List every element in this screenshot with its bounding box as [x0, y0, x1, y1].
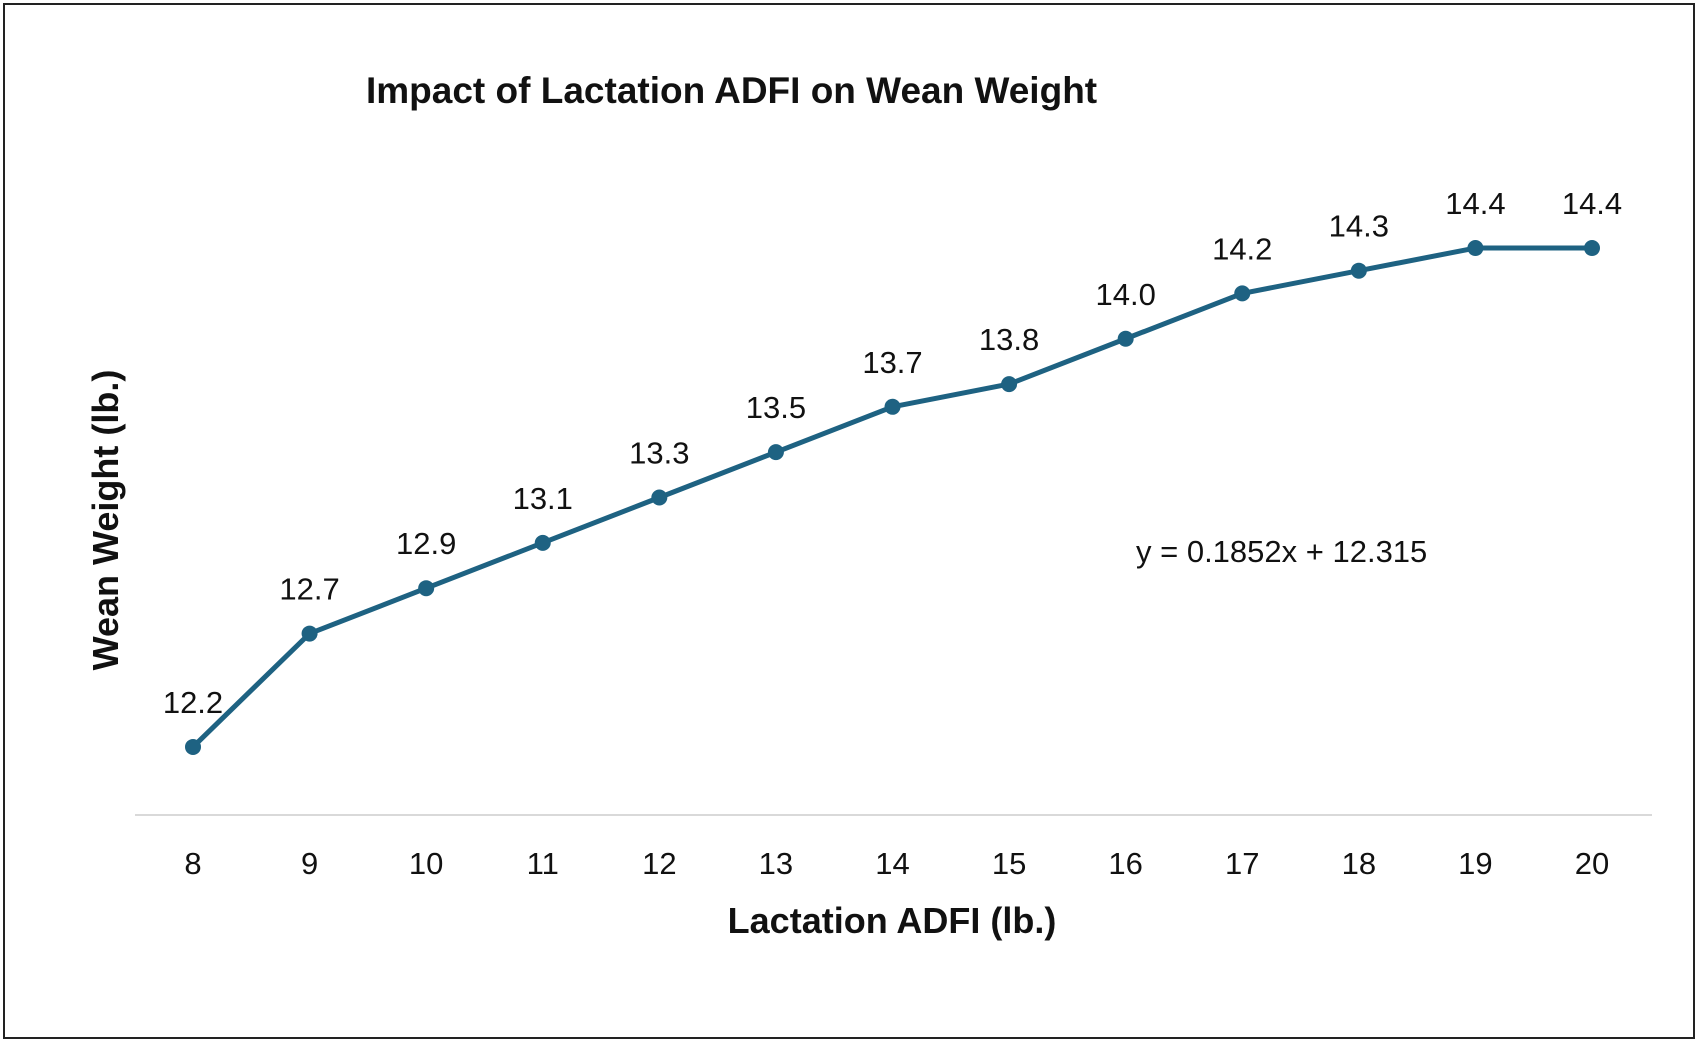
x-tick-label: 18: [1342, 846, 1376, 881]
x-tick-label: 16: [1108, 846, 1142, 881]
data-label: 12.7: [279, 572, 339, 607]
x-axis-title: Lactation ADFI (lb.): [728, 900, 1057, 941]
x-tick-label: 15: [992, 846, 1026, 881]
x-tick-label: 9: [301, 846, 318, 881]
data-point: [534, 534, 551, 551]
data-point: [1001, 376, 1018, 393]
y-axis-title: Wean Weight (lb.): [85, 370, 126, 671]
data-point: [418, 580, 435, 597]
data-point: [1117, 330, 1134, 347]
data-point: [651, 489, 668, 506]
series-line: [190, 245, 1595, 750]
x-tick-labels: 8 9 10 11 12 13 14 15 16 17 18 19 20: [184, 846, 1609, 881]
x-tick-label: 17: [1225, 846, 1259, 881]
data-label: 14.0: [1095, 277, 1155, 312]
series-points: [185, 240, 1600, 755]
trendline-equation: y = 0.1852x + 12.315: [1136, 534, 1427, 569]
x-tick-label: 11: [527, 846, 559, 881]
data-label: 14.4: [1445, 186, 1505, 221]
data-point: [1234, 285, 1251, 302]
data-point: [884, 398, 901, 415]
data-label: 14.4: [1562, 186, 1622, 221]
x-tick-label: 8: [184, 846, 201, 881]
x-tick-label: 12: [642, 846, 676, 881]
data-label: 12.9: [396, 526, 456, 561]
data-label: 13.3: [629, 436, 689, 471]
data-point: [1584, 240, 1600, 257]
data-point: [767, 444, 784, 461]
chart-frame: [3, 3, 1695, 1039]
data-point: [1467, 240, 1484, 257]
data-label: 14.2: [1212, 231, 1272, 266]
data-label: 13.5: [746, 390, 806, 425]
data-point: [185, 738, 201, 755]
x-tick-label: 10: [409, 846, 443, 881]
data-point: [1350, 262, 1367, 279]
data-label: 13.8: [979, 322, 1039, 357]
data-label: 12.2: [163, 685, 223, 720]
chart-title: Impact of Lactation ADFI on Wean Weight: [366, 70, 1097, 111]
x-tick-label: 19: [1458, 846, 1492, 881]
data-point: [301, 625, 318, 642]
x-tick-label: 20: [1575, 846, 1609, 881]
data-labels: 12.2 12.7 12.9 13.1 13.3 13.5 13.7 13.8 14.0 14.2…: [163, 186, 1622, 720]
data-label: 13.1: [513, 481, 573, 516]
data-label: 13.7: [862, 345, 922, 380]
x-tick-label: 14: [875, 846, 909, 881]
data-label: 14.3: [1329, 209, 1389, 244]
x-tick-label: 13: [759, 846, 793, 881]
